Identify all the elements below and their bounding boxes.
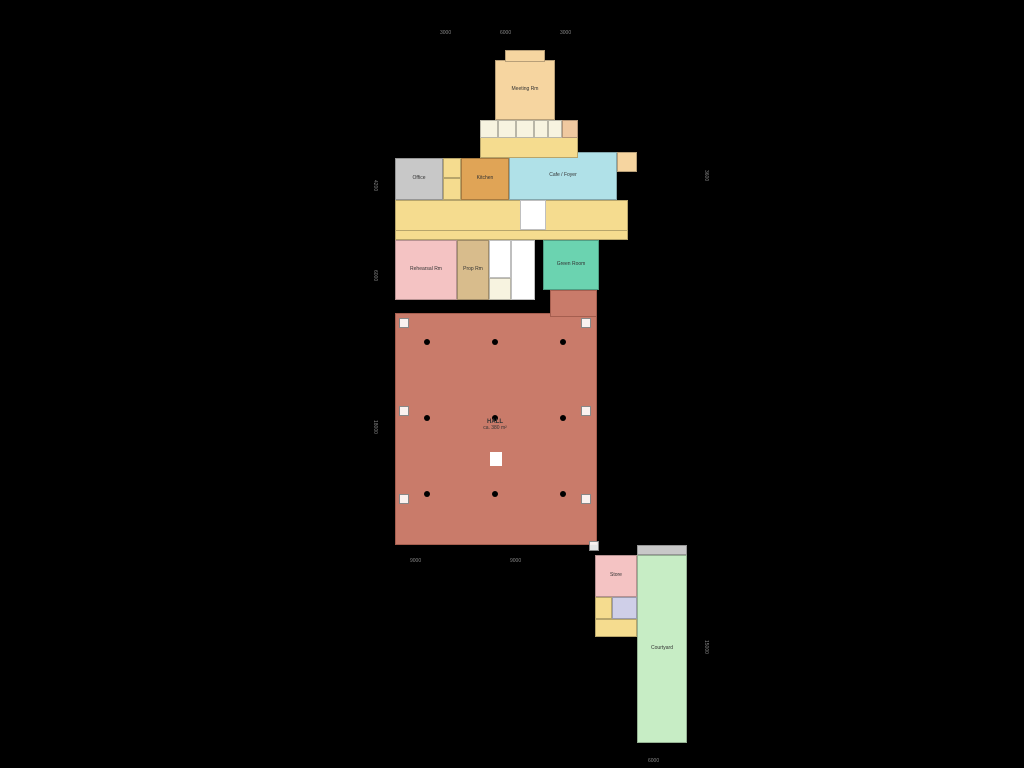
room-label: Meeting Rm	[512, 87, 539, 93]
room-annex-pink: Store	[595, 555, 637, 597]
room-main-hall-ext	[550, 290, 597, 317]
room-toilets-1	[480, 120, 498, 138]
dim-4: 9000	[510, 558, 521, 564]
column-7	[492, 491, 498, 497]
room-store-2	[443, 178, 461, 200]
room-toilets-6	[562, 120, 578, 138]
room-label: Store	[610, 573, 622, 579]
room-rehearsal-room: Rehearsal Rm	[395, 240, 457, 300]
room-office-grey: Office	[395, 158, 443, 200]
room-label: Kitchen	[477, 176, 494, 182]
dim-1: 6000	[500, 30, 511, 36]
room-label: Cafe / Foyer	[549, 173, 577, 179]
column-8	[560, 491, 566, 497]
dim-3: 9000	[410, 558, 421, 564]
pier-0	[399, 318, 409, 328]
dim-9: 3600	[703, 170, 709, 181]
room-prop-rm: Prop Rm	[457, 240, 489, 300]
room-annex-yellow	[595, 619, 637, 637]
room-toilets-3	[516, 120, 534, 138]
column-5	[560, 415, 566, 421]
room-orange-rm: Kitchen	[461, 158, 509, 200]
column-2	[560, 339, 566, 345]
dim-8: 18000	[372, 420, 378, 434]
room-annex-green: Courtyard	[637, 555, 687, 743]
hall-area: ca. 380 m²	[483, 426, 507, 432]
column-1	[492, 339, 498, 345]
room-toilets-2	[498, 120, 516, 138]
room-cyan-rm: Cafe / Foyer	[509, 152, 617, 200]
column-3	[424, 415, 430, 421]
room-annex-grey-strip	[637, 545, 687, 555]
room-toilets-5	[548, 120, 562, 138]
dim-6: 4200	[372, 180, 378, 191]
room-dressing-2	[489, 278, 511, 300]
room-dressing-1	[489, 240, 511, 278]
hall-title: HALL	[487, 419, 503, 426]
pier-4	[399, 494, 409, 504]
dim-2: 3000	[560, 30, 571, 36]
dim-10: 15000	[703, 640, 709, 654]
pier-6	[589, 541, 599, 551]
pier-3	[581, 406, 591, 416]
hall-center-label: HALL ca. 380 m²	[460, 410, 530, 440]
room-label: Courtyard	[651, 646, 673, 652]
pier-5	[581, 494, 591, 504]
room-annex-yellow-2	[595, 597, 612, 619]
cutout-0	[490, 452, 502, 466]
room-annex-lav	[612, 597, 637, 619]
room-stair-white	[520, 200, 546, 230]
dim-0: 3000	[440, 30, 451, 36]
room-label: Office	[413, 176, 426, 182]
dim-7: 6000	[372, 270, 378, 281]
pier-2	[399, 406, 409, 416]
room-label: Green Room	[557, 262, 586, 268]
column-6	[424, 491, 430, 497]
floorplan-stage: Rehearsal Rm Prop Rm Green Room Office Kitch…	[0, 0, 1024, 768]
room-lobby-peach-roof	[505, 50, 545, 62]
column-0	[424, 339, 430, 345]
room-label: Prop Rm	[463, 267, 483, 273]
pier-1	[581, 318, 591, 328]
room-label: Rehearsal Rm	[410, 267, 442, 273]
room-corr-under	[511, 240, 535, 300]
room-toilets-4	[534, 120, 548, 138]
room-green-room: Green Room	[543, 240, 599, 290]
room-store-1	[443, 158, 461, 178]
room-cyan-strip	[617, 152, 637, 172]
room-hall-upper-strip	[395, 230, 628, 240]
room-lobby-peach: Meeting Rm	[495, 60, 555, 120]
dim-5: 6000	[648, 758, 659, 764]
